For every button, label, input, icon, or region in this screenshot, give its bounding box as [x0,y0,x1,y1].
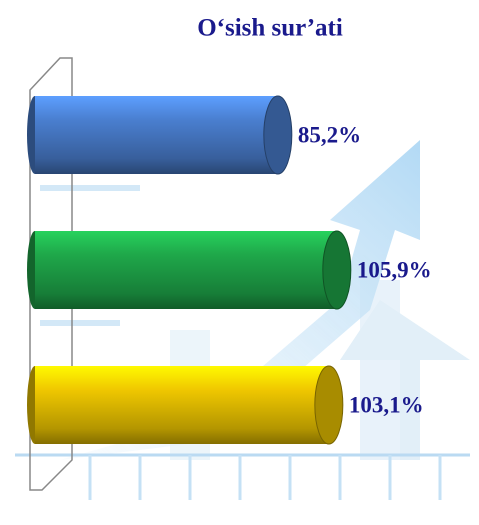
value-label: 103,1% [349,392,424,417]
value-label: 85,2% [298,122,361,147]
bar-cap [263,95,293,175]
value-label: 105,9% [357,257,432,282]
bar [35,366,329,444]
bar [35,96,278,174]
background-decoration [15,140,470,500]
panel-frame [29,57,73,491]
bar-cap [314,365,344,445]
bar [35,231,337,309]
chart-title: O‘sish sur’ati [197,15,343,42]
bar-cap [322,230,352,310]
